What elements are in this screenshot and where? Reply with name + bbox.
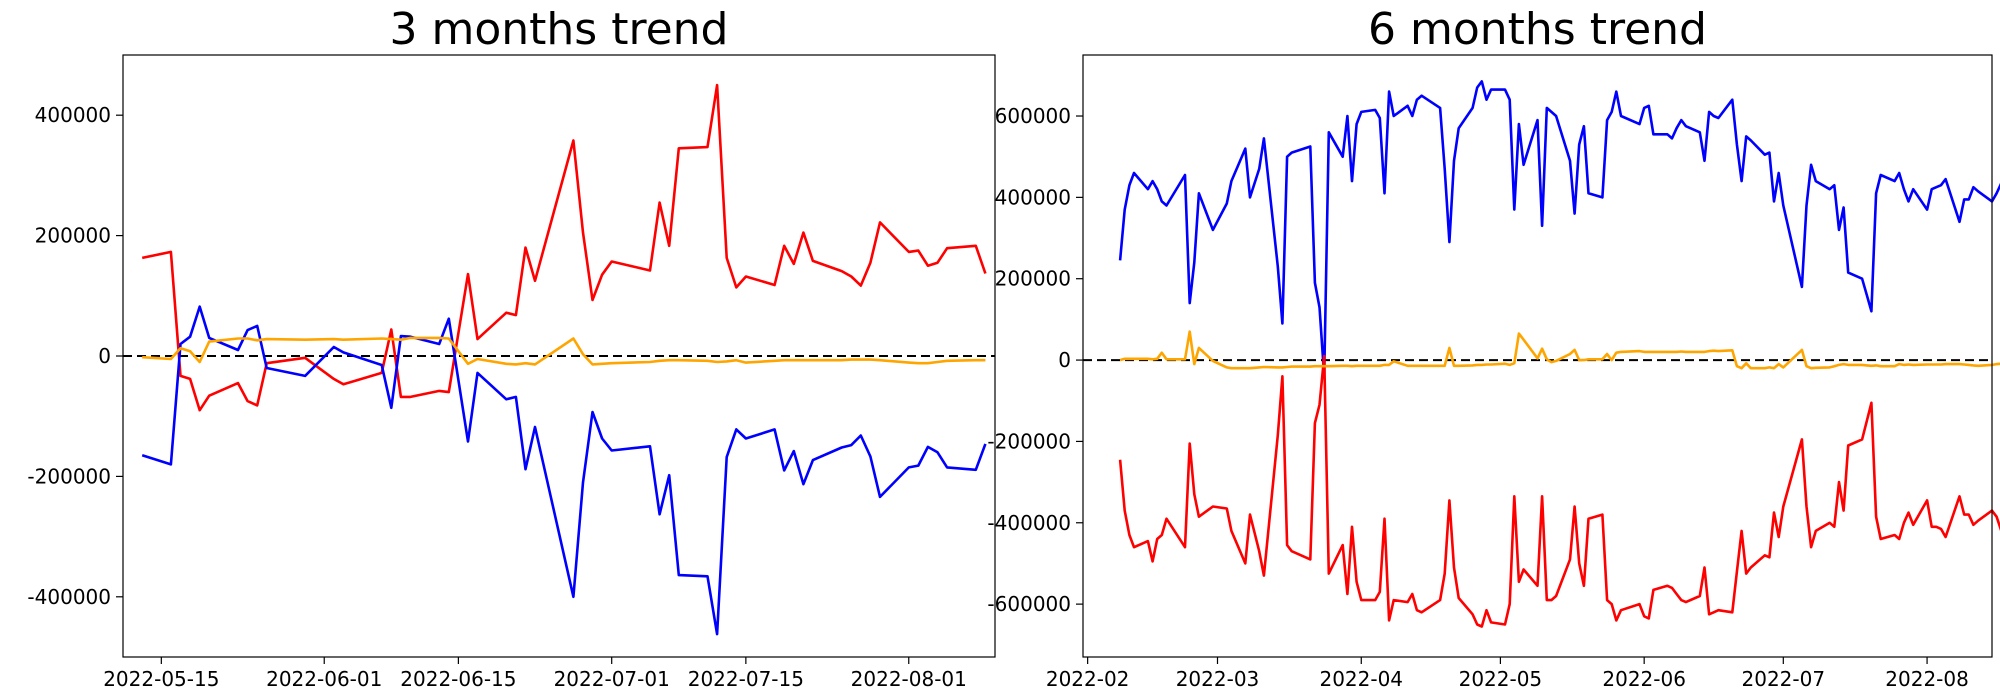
x-tick-label: 2022-07-15 [688, 667, 804, 691]
x-tick-label: 2022-06 [1602, 667, 1686, 691]
x-tick-label: 2022-07 [1742, 667, 1826, 691]
series-line-0 [141, 83, 987, 412]
y-tick-label: 200000 [35, 224, 111, 248]
x-tick-label: 2022-03 [1176, 667, 1260, 691]
x-tick-label: 2022-08 [1885, 667, 1969, 691]
y-tick-label: 0 [98, 344, 111, 368]
chart-title: 6 months trend [1368, 4, 1707, 55]
x-tick-label: 2022-04 [1319, 667, 1403, 691]
x-tick-label: 2022-02 [1046, 667, 1130, 691]
y-tick-label: 400000 [35, 103, 111, 127]
series-line-2 [142, 336, 986, 366]
x-tick-label: 2022-05 [1459, 667, 1543, 691]
plot-frame [1082, 54, 1993, 658]
series-line-0 [1118, 80, 2000, 378]
x-tick-label: 2022-08-01 [851, 667, 967, 691]
y-tick-label: 0 [1058, 348, 1071, 372]
chart-3-months-trend: 3 months trend -400000 -200000 0 200000 40000… [27, 4, 996, 691]
x-tick-label: 2022-05-15 [103, 667, 219, 691]
y-tick-label: -200000 [987, 429, 1071, 453]
y-tick-label: -400000 [987, 511, 1071, 535]
chart-title: 3 months trend [390, 4, 729, 55]
series-line-1 [1118, 354, 2000, 628]
series-line-2 [1119, 330, 2000, 370]
y-tick-label: 400000 [995, 185, 1071, 209]
series-line-1 [141, 305, 987, 636]
x-tick-label: 2022-07-01 [554, 667, 670, 691]
y-tick-label: 600000 [995, 104, 1071, 128]
y-tick-label: -400000 [27, 585, 111, 609]
chart-6-months-trend: 6 months trend -600000 -400000 -200000 0 2000… [987, 4, 2000, 691]
y-tick-label: -600000 [987, 592, 1071, 616]
y-tick-label: -200000 [27, 464, 111, 488]
y-tick-label: 200000 [995, 267, 1071, 291]
x-tick-label: 2022-06-15 [400, 667, 516, 691]
x-tick-label: 2022-06-01 [266, 667, 382, 691]
